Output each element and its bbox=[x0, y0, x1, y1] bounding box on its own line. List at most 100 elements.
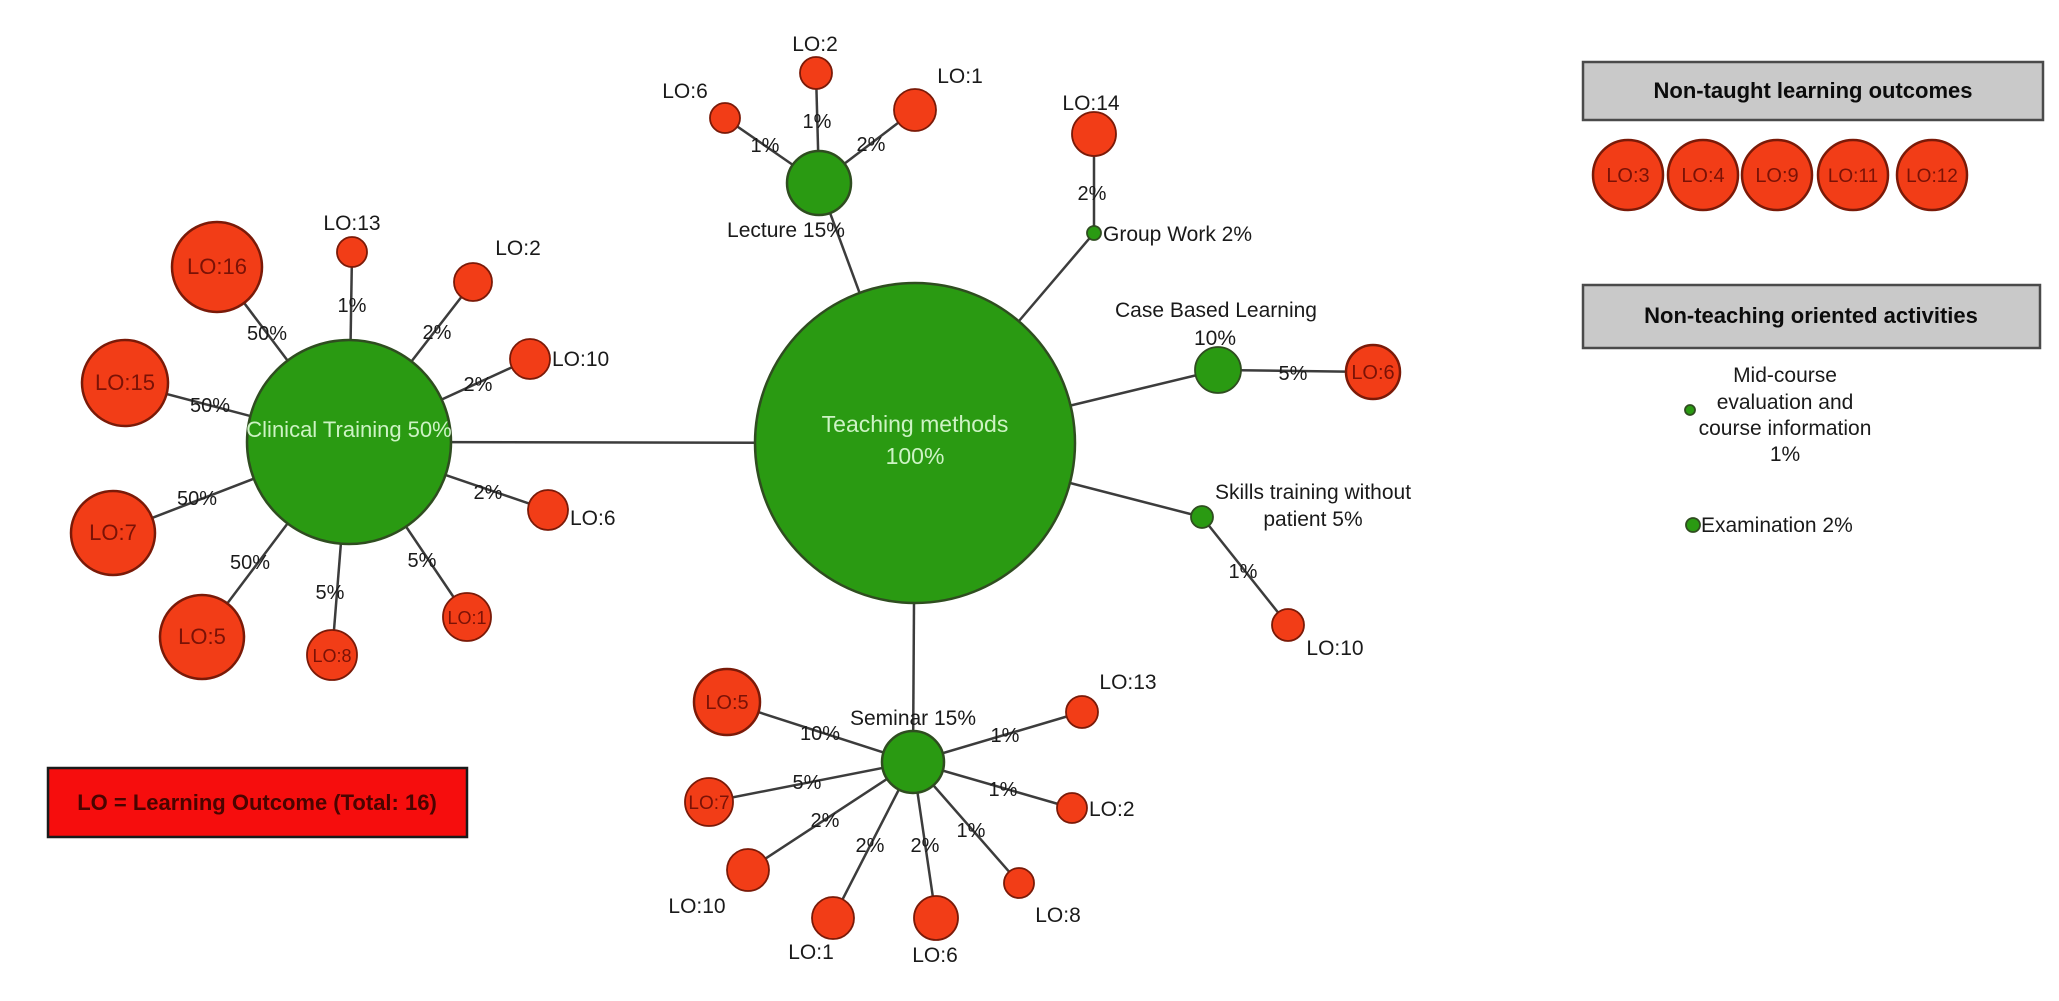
pct-clinical-lo5: 50% bbox=[230, 552, 270, 574]
hub-seminar bbox=[880, 729, 946, 795]
pct-clinical-lo2: 2% bbox=[423, 322, 452, 344]
pct-clinical-lo8: 5% bbox=[316, 582, 345, 604]
label-lo8-clinical: LO:8 bbox=[312, 646, 351, 666]
dot-skills-training bbox=[1190, 505, 1214, 529]
label-examination: Examination 2% bbox=[1701, 514, 1853, 537]
legend-lo-text: LO = Learning Outcome (Total: 16) bbox=[77, 790, 437, 815]
label-midcourse-line4: 1% bbox=[1770, 443, 1800, 466]
pct-clinical-lo7: 50% bbox=[177, 488, 217, 510]
node-lo13-clinical bbox=[336, 236, 368, 268]
dot-mid-course bbox=[1684, 404, 1696, 416]
label-lecture: Lecture 15% bbox=[727, 219, 845, 242]
node-lo6-lecture bbox=[709, 102, 741, 134]
label-lo10-skills: LO:10 bbox=[1306, 637, 1363, 660]
node-lo3-nontaught bbox=[1591, 138, 1665, 212]
pct-clinical-lo16: 50% bbox=[247, 323, 287, 345]
label-lo5-seminar: LO:5 bbox=[705, 692, 748, 714]
pct-group-work-lo14: 2% bbox=[1078, 183, 1107, 205]
label-lo9-nontaught: LO:9 bbox=[1755, 165, 1798, 187]
edge-line bbox=[1201, 516, 1289, 626]
label-lo1-clinical: LO:1 bbox=[447, 608, 486, 628]
node-lo10-seminar bbox=[726, 848, 770, 892]
node-lo10-clinical bbox=[509, 338, 551, 380]
hub-teaching-methods bbox=[753, 281, 1077, 605]
label-lo1-lecture: LO:1 bbox=[937, 65, 983, 88]
node-lo7-seminar bbox=[684, 777, 734, 827]
node-lo6-seminar bbox=[913, 895, 959, 941]
node-lo1-lecture bbox=[893, 88, 937, 132]
label-lo2-lecture: LO:2 bbox=[792, 33, 838, 56]
node-lo2-seminar bbox=[1056, 792, 1088, 824]
label-lo8-seminar: LO:8 bbox=[1035, 904, 1081, 927]
pct-seminar-lo8: 1% bbox=[957, 820, 986, 842]
label-lo6-lecture: LO:6 bbox=[662, 80, 708, 103]
pct-clinical-lo1: 5% bbox=[408, 550, 437, 572]
label-lo7-seminar: LO:7 bbox=[688, 793, 729, 814]
label-lo10-seminar: LO:10 bbox=[668, 895, 725, 918]
node-lo6-case bbox=[1344, 343, 1402, 401]
node-lo16-clinical bbox=[170, 220, 264, 314]
node-lo5-clinical bbox=[158, 593, 246, 681]
label-lo13-clinical: LO:13 bbox=[323, 212, 380, 235]
node-lo6-clinical bbox=[527, 489, 569, 531]
node-lo13-seminar bbox=[1065, 695, 1099, 729]
pct-case-lo6: 5% bbox=[1279, 363, 1308, 385]
label-lo12-nontaught: LO:12 bbox=[1906, 166, 1958, 187]
label-lo3-nontaught: LO:3 bbox=[1606, 165, 1649, 187]
pct-lecture-lo2: 1% bbox=[803, 111, 832, 133]
label-skills-line1: Skills training without bbox=[1215, 481, 1411, 504]
node-lo15-clinical bbox=[80, 338, 170, 428]
pct-seminar-lo7: 5% bbox=[793, 772, 822, 794]
label-lo5-clinical: LO:5 bbox=[178, 624, 226, 649]
label-lo1-seminar: LO:1 bbox=[788, 941, 834, 964]
node-lo2-clinical bbox=[453, 262, 493, 302]
node-lo5-seminar bbox=[692, 667, 762, 737]
pct-clinical-lo10: 2% bbox=[464, 374, 493, 396]
label-teaching-percent: 100% bbox=[886, 443, 945, 469]
hub-clinical-training bbox=[245, 338, 453, 546]
hub-case-based-learning bbox=[1194, 346, 1242, 394]
pct-seminar-lo13: 1% bbox=[991, 725, 1020, 747]
label-case-percent: 10% bbox=[1194, 327, 1236, 350]
label-lo2-seminar: LO:2 bbox=[1089, 798, 1135, 821]
label-case-based-learning: Case Based Learning bbox=[1115, 299, 1317, 322]
node-lo11-nontaught bbox=[1816, 138, 1890, 212]
pct-seminar-lo6: 2% bbox=[911, 835, 940, 857]
label-lo6-case: LO:6 bbox=[1351, 362, 1394, 384]
label-lo15-clinical: LO:15 bbox=[95, 370, 155, 395]
label-midcourse-line1: Mid-course bbox=[1733, 364, 1837, 387]
node-lo8-seminar bbox=[1003, 867, 1035, 899]
pct-seminar-lo2: 1% bbox=[989, 779, 1018, 801]
label-lo16-clinical: LO:16 bbox=[187, 254, 247, 279]
label-lo13-seminar: LO:13 bbox=[1099, 671, 1156, 694]
node-lo14-group-work bbox=[1071, 111, 1117, 157]
label-lo7-clinical: LO:7 bbox=[89, 520, 137, 545]
label-lo11-nontaught: LO:11 bbox=[1828, 166, 1878, 187]
pct-seminar-lo1: 2% bbox=[856, 835, 885, 857]
pct-clinical-lo6: 2% bbox=[474, 482, 503, 504]
label-lo14-group-work: LO:14 bbox=[1062, 92, 1120, 115]
dot-group-work bbox=[1086, 225, 1102, 241]
node-lo9-nontaught bbox=[1740, 138, 1814, 212]
lo-legend-box bbox=[46, 766, 469, 839]
pct-lecture-lo1: 2% bbox=[857, 134, 886, 156]
node-lo8-clinical bbox=[306, 629, 358, 681]
pct-seminar-lo5: 10% bbox=[800, 723, 840, 745]
pct-skills-lo10: 1% bbox=[1229, 561, 1258, 583]
label-group-work: Group Work 2% bbox=[1103, 223, 1252, 246]
pct-clinical-lo15: 50% bbox=[190, 395, 230, 417]
label-lo10-clinical: LO:10 bbox=[552, 348, 609, 371]
label-midcourse-line2: evaluation and bbox=[1717, 391, 1854, 414]
label-midcourse-line3: course information bbox=[1699, 417, 1872, 440]
label-skills-line2: patient 5% bbox=[1263, 508, 1362, 531]
node-lo1-seminar bbox=[811, 896, 855, 940]
header-non-taught: Non-taught learning outcomes bbox=[1654, 78, 1973, 103]
label-lo2-clinical: LO:2 bbox=[495, 237, 541, 260]
label-lo4-nontaught: LO:4 bbox=[1681, 165, 1724, 187]
label-teaching-methods: Teaching methods bbox=[822, 411, 1009, 437]
non-teaching-header-box bbox=[1581, 283, 2042, 350]
node-lo1-clinical bbox=[442, 592, 492, 642]
non-taught-header-box bbox=[1581, 60, 2045, 122]
